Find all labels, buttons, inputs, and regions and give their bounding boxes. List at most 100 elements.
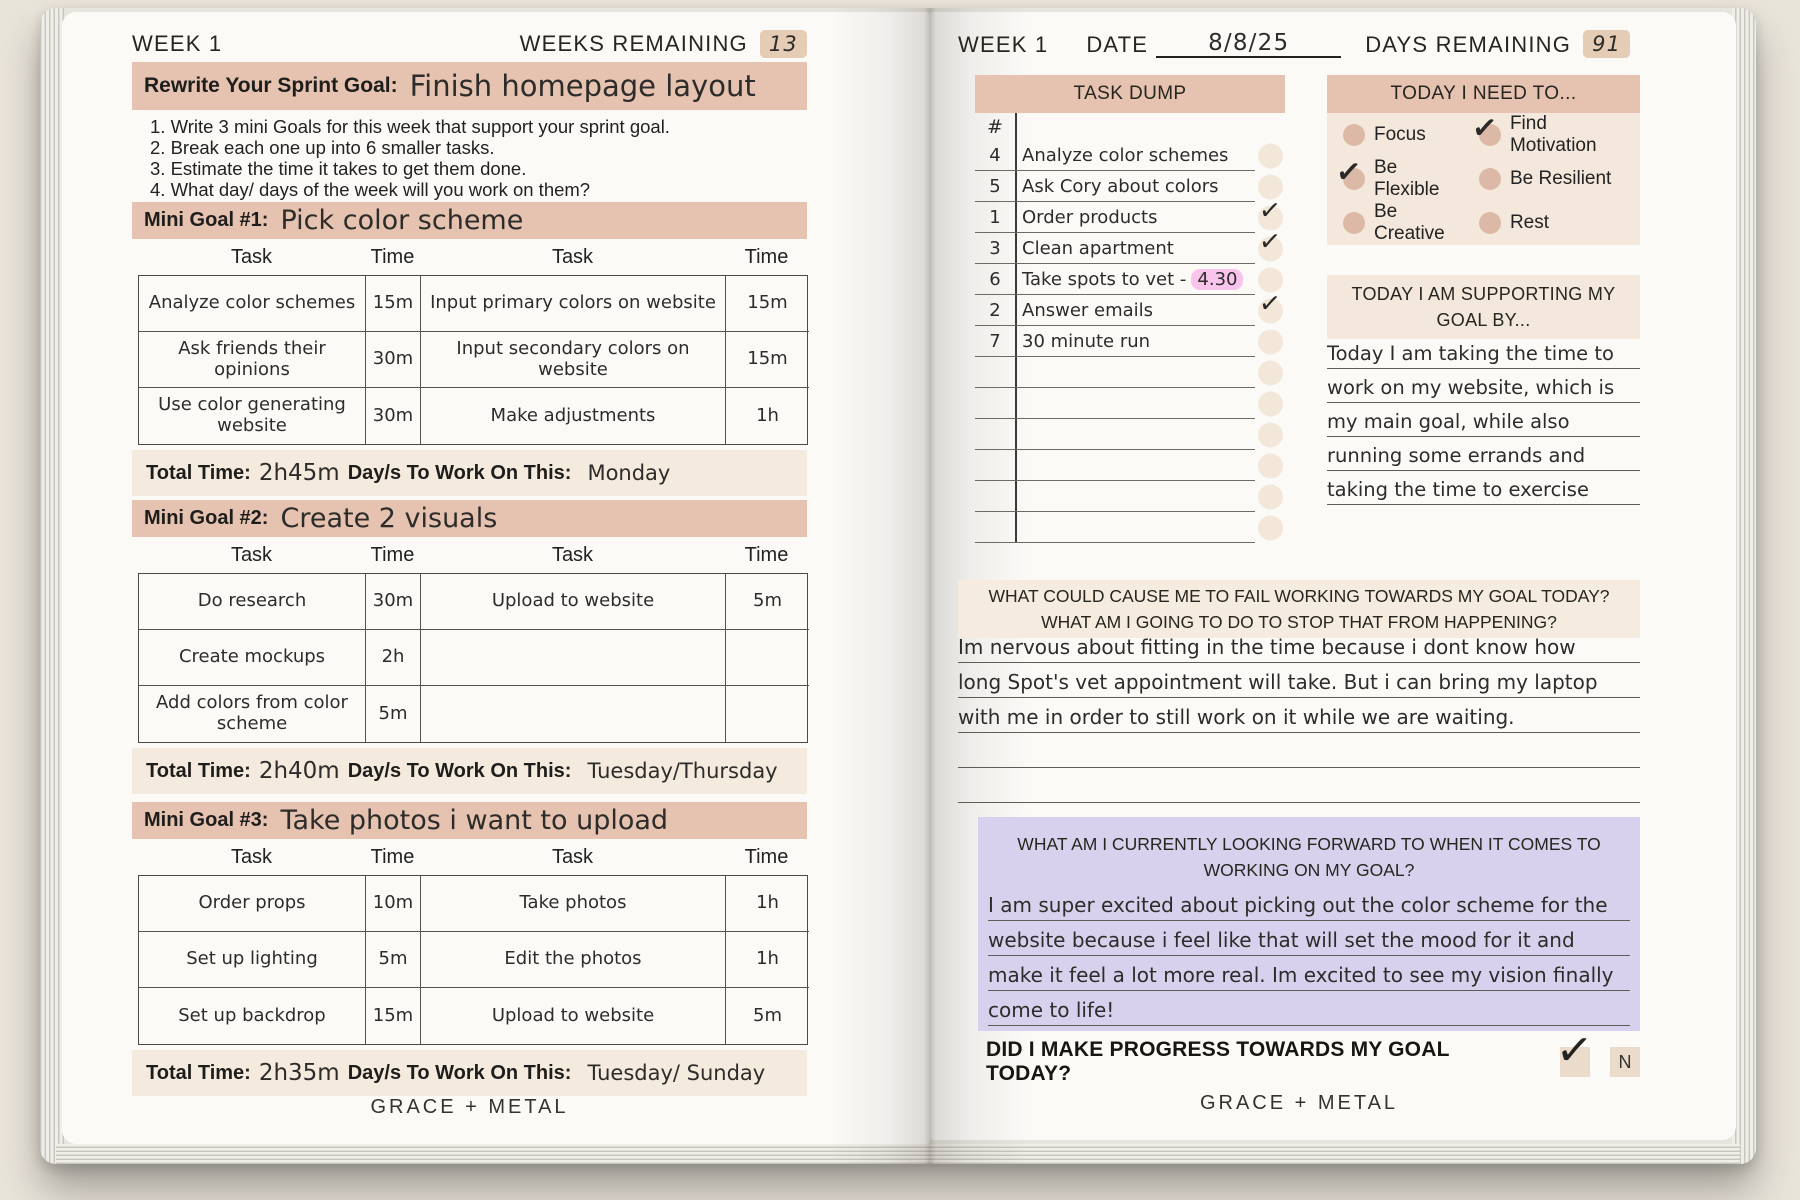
handwritten-line: running some errands and (1327, 437, 1640, 471)
mini-goal-3-table: Order props 10m Take photos 1h Set up li… (138, 875, 809, 1045)
empty-ruled-line (958, 768, 1640, 803)
task-text: Order products (1022, 207, 1158, 228)
task-dump-row: 3 Clean apartment ✓ (975, 226, 1285, 264)
check-icon: ✓ (1257, 194, 1283, 228)
task-cell: Upload to website (421, 574, 726, 630)
time-cell: 30m (366, 388, 421, 444)
looking-forward-section: WHAT AM I CURRENTLY LOOKING FORWARD TO W… (978, 817, 1640, 1031)
handwritten-line: long Spot's vet appointment will take. B… (958, 663, 1640, 698)
days-to-work-value: Monday (587, 461, 671, 485)
looking-forward-header: WHAT AM I CURRENTLY LOOKING FORWARD TO W… (978, 831, 1640, 884)
time-cell: 5m (753, 1004, 782, 1026)
task-done-circle (1258, 391, 1283, 416)
col-header: Time (370, 245, 415, 268)
left-page-content: WEEK 1 WEEKS REMAINING 13 Rewrite Your S… (132, 30, 809, 1160)
week-label: WEEK 1 (958, 32, 1049, 57)
handwritten-line: come to life! (988, 991, 1630, 1026)
instruction-item: 2. Break each one up into 6 smaller task… (150, 137, 495, 158)
checkbox-label: Focus (1374, 124, 1426, 145)
days-to-work-label: Day/s To Work On This: (347, 759, 572, 782)
col-header: Time (744, 845, 789, 868)
mini-goal-title: Create 2 visuals (280, 503, 498, 534)
checkbox-label: Be Flexible (1374, 157, 1440, 200)
task-priority: 6 (989, 269, 1001, 290)
task-dump-row: 5 Ask Cory about colors (975, 171, 1285, 202)
looking-forward-line1: WHAT AM I CURRENTLY LOOKING FORWARD TO W… (1017, 834, 1601, 854)
task-cell: Upload to website (421, 988, 726, 1044)
task-text: Clean apartment (1022, 238, 1174, 259)
task-cell: Order props (139, 876, 366, 932)
time-cell: 10m (366, 876, 421, 932)
time-cell: 1h (726, 932, 809, 988)
checkbox-be-flexible: ✓ Be Flexible (1329, 155, 1465, 201)
task-done-circle (1258, 143, 1283, 168)
no-checkbox: N (1610, 1047, 1640, 1077)
handwritten-line: Today I am taking the time to (1327, 335, 1640, 369)
fail-answer: Im nervous about fitting in the time bec… (958, 628, 1640, 803)
handwritten-line: make it feel a lot more real. Im excited… (988, 956, 1630, 991)
task-text: 30 minute run (1022, 331, 1151, 352)
mini-goal-label: Mini Goal #1: (144, 209, 269, 231)
handwritten-line: work on my website, which is (1327, 369, 1640, 403)
mini-goal-2-banner: Mini Goal #2: Create 2 visuals (132, 500, 807, 537)
check-icon: ✓ (1334, 154, 1363, 191)
yes-checkbox: ✓ (1554, 1023, 1595, 1077)
checkbox-circle: ✓ (1334, 155, 1365, 190)
time-cell: 2h (366, 630, 421, 686)
task-cell: Use color generating website (139, 388, 366, 444)
checkbox-find-motivation: ✓ Find Motivation (1465, 110, 1638, 157)
check-icon: ✓ (1553, 1023, 1596, 1078)
task-cell: Add colors from color scheme (139, 686, 366, 742)
mini-goal-2-table: Do research 30m Upload to website 5m Cre… (138, 573, 809, 743)
circle-icon (1343, 212, 1365, 234)
time-cell: 30m (366, 332, 421, 388)
checkbox-circle (1343, 124, 1365, 146)
task-cell: Do research (139, 574, 366, 630)
task-cell: Input secondary colors on website (421, 332, 726, 388)
col-header: Task (230, 845, 273, 868)
table-column-headers: Task Time Task Time (138, 241, 808, 273)
task-cell (421, 630, 726, 686)
handwritten-line: my main goal, while also (1327, 403, 1640, 437)
task-done-circle (1258, 174, 1283, 199)
check-icon: ✓ (1257, 225, 1283, 259)
total-time-label: Total Time: (146, 461, 251, 484)
task-dump-empty-row (975, 357, 1285, 388)
circle-icon (1478, 168, 1501, 190)
mini-goal-1-banner: Mini Goal #1: Pick color scheme (132, 202, 807, 239)
task-cell: Input primary colors on website (421, 276, 726, 332)
looking-forward-line2: WORKING ON MY GOAL? (1203, 860, 1415, 881)
task-dump-table: # 4 Analyze color schemes 5 Ask Cory abo… (975, 113, 1285, 543)
task-cell: Create mockups (139, 630, 366, 686)
checkbox-be-resilient: Be Resilient (1465, 157, 1638, 201)
brand-footer: GRACE + METAL (370, 1096, 569, 1118)
days-to-work-value: Tuesday/Thursday (587, 759, 778, 783)
checkbox-be-creative: Be Creative (1329, 201, 1465, 245)
task-cell: Ask friends their opinions (139, 332, 366, 388)
mini-goal-2-section: Mini Goal #2: Create 2 visuals Task Time… (132, 500, 809, 794)
handwritten-line: Im nervous about fitting in the time bec… (958, 628, 1640, 663)
checkbox-label: Be Creative (1374, 201, 1445, 244)
highlighted-time: 4.30 (1191, 269, 1244, 290)
circle-icon (1478, 212, 1501, 234)
fail-question-line2: WHAT AM I GOING TO DO TO STOP THAT FROM … (1041, 612, 1557, 632)
circle-icon (1478, 124, 1501, 146)
task-done-circle (1258, 329, 1283, 354)
hash-label: # (987, 115, 1003, 138)
task-cell: Analyze color schemes (139, 276, 366, 332)
col-header: Task (551, 543, 594, 566)
time-cell: 30m (366, 574, 421, 630)
task-dump-row: 7 30 minute run (975, 326, 1285, 357)
task-dump-row: 1 Order products ✓ (975, 195, 1285, 233)
total-time-value: 2h45m (258, 460, 340, 486)
sprint-goal-banner: Rewrite Your Sprint Goal: Finish homepag… (132, 62, 807, 110)
checkbox-rest: Rest (1465, 201, 1638, 245)
page-stack-right-edge (1732, 8, 1756, 1164)
time-cell: 15m (726, 332, 809, 388)
checkbox-label: Find Motivation (1509, 113, 1597, 156)
time-cell: 15m (726, 276, 809, 332)
check-icon: ✓ (1470, 110, 1499, 147)
task-cell: Make adjustments (421, 388, 726, 444)
checkbox-circle (1478, 168, 1501, 190)
right-page-content: WEEK 1 DATE 8/8/25 DAYS REMAINING 91 TAS… (958, 30, 1640, 1140)
